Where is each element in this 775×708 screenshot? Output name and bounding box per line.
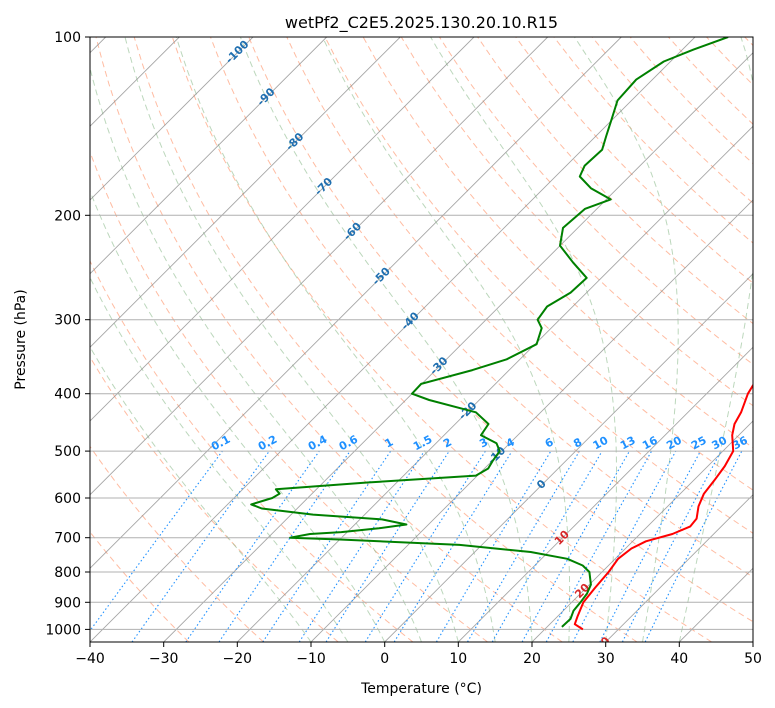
x-tick-label: −20 xyxy=(223,651,253,667)
y-tick-label: 100 xyxy=(54,30,81,46)
isotherm-line xyxy=(90,37,254,201)
x-tick-label: 40 xyxy=(670,651,688,667)
dry-adiabat xyxy=(90,356,339,642)
moist-adiabat xyxy=(90,189,386,642)
x-tick-label: 30 xyxy=(597,651,615,667)
moist-adiabat xyxy=(175,37,496,642)
mixing-ratio-label: 16 xyxy=(640,434,660,453)
mixing-ratio-line xyxy=(545,450,653,642)
background-lines xyxy=(90,37,753,642)
x-tick-label: −40 xyxy=(75,651,105,667)
x-tick-label: 50 xyxy=(744,651,762,667)
mixing-ratio-line xyxy=(644,450,743,642)
isotherm-line xyxy=(90,37,475,422)
moist-adiabat xyxy=(239,37,533,642)
dry-adiabat xyxy=(286,37,753,534)
moist-adiabat xyxy=(124,37,459,642)
y-tick-label: 800 xyxy=(54,565,81,581)
x-tick-label: 20 xyxy=(523,651,541,667)
isotherm-line xyxy=(90,37,401,348)
temperature-profile xyxy=(573,383,753,631)
y-tick-label: 300 xyxy=(54,313,81,329)
y-tick-label: 400 xyxy=(54,387,81,403)
mixing-ratio-label: 20 xyxy=(664,434,684,453)
y-tick-label: 600 xyxy=(54,491,81,507)
y-tick-label: 200 xyxy=(54,208,81,224)
isotherm-line xyxy=(90,37,696,642)
isotherm-line xyxy=(310,199,753,642)
plot-frame xyxy=(89,36,754,643)
dry-adiabat xyxy=(90,259,414,642)
x-tick-label: 10 xyxy=(449,651,467,667)
isotherm-line xyxy=(90,37,328,275)
dry-adiabat xyxy=(133,37,638,642)
isotherm-line xyxy=(90,37,549,496)
mixing-ratio-line xyxy=(218,450,351,642)
y-tick-label: 500 xyxy=(54,444,81,460)
dry-adiabat xyxy=(95,37,563,642)
dry-adiabat xyxy=(210,37,753,623)
mixing-ratio-label: 36 xyxy=(730,434,750,453)
mixing-ratio-line xyxy=(131,450,270,642)
isotherm-line xyxy=(384,273,753,642)
mixing-ratio-label: 10 xyxy=(591,434,611,453)
isotherm-line xyxy=(236,125,753,642)
dry-adiabat xyxy=(171,37,712,642)
mixing-ratio-line xyxy=(393,450,513,642)
mixing-ratio-label: 30 xyxy=(710,434,730,453)
moist-adiabat xyxy=(574,37,679,642)
mixing-ratio-line xyxy=(262,450,392,642)
isotherm-label: 30 xyxy=(593,634,613,654)
mixing-ratio-line xyxy=(90,450,223,632)
moist-adiabat xyxy=(322,37,571,642)
moist-adiabat xyxy=(678,37,753,642)
dry-adiabat xyxy=(515,37,753,284)
chart-title: wetPf2_C2E5.2025.130.20.10.R15 xyxy=(285,13,558,33)
isotherm-line xyxy=(163,52,753,642)
y-tick-label: 1000 xyxy=(45,622,81,638)
isotherm-line xyxy=(90,37,622,569)
pressure-gridlines xyxy=(90,37,753,630)
dewpoint-profile xyxy=(250,37,729,628)
dry-adiabat xyxy=(90,445,264,642)
x-tick-label: −10 xyxy=(296,651,326,667)
mixing-ratio-line xyxy=(185,450,320,642)
mixing-ratio-line xyxy=(298,450,425,642)
isotherm-line xyxy=(457,346,753,642)
dry-adiabat xyxy=(324,37,753,491)
x-tick-label: 0 xyxy=(380,651,389,667)
isotherm-line xyxy=(531,420,753,642)
mixing-ratio-label: 13 xyxy=(618,434,638,453)
dry-adiabat xyxy=(248,37,753,578)
moist-adiabat xyxy=(90,276,349,642)
x-axis-label: Temperature (°C) xyxy=(360,681,482,697)
moist-adiabat xyxy=(90,65,422,642)
y-tick-label: 900 xyxy=(54,595,81,611)
sounding-profiles xyxy=(250,37,753,631)
axis-ticks: −40 −30 −20 −10 0 10 20 30 40 50 100 200 300 400 500 60… xyxy=(45,30,762,667)
x-tick-label: −30 xyxy=(149,651,179,667)
mixing-ratio-label: 25 xyxy=(689,434,709,453)
isotherm-line xyxy=(605,494,753,642)
y-tick-label: 700 xyxy=(54,531,81,547)
mixing-ratio-line xyxy=(521,450,630,642)
mixing-ratio-line xyxy=(325,450,450,642)
y-axis-label: Pressure (hPa) xyxy=(13,289,29,389)
